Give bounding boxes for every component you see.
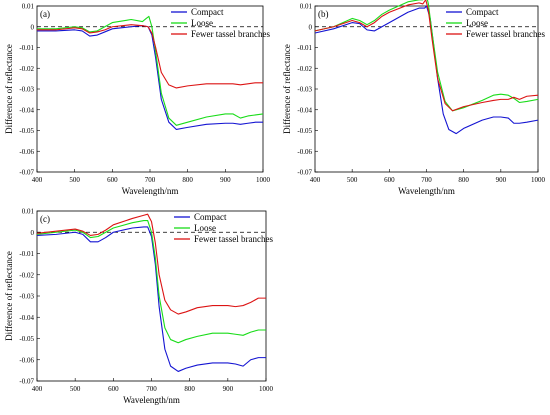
legend-label: Compact: [191, 7, 224, 17]
x-tick-label: 600: [108, 385, 119, 393]
y-tick-label: -0.02: [19, 271, 34, 279]
y-tick-label: -0.01: [19, 250, 34, 258]
y-axis-title: Difference of reflectance: [4, 251, 14, 341]
y-tick-label: -0.03: [19, 86, 34, 94]
x-tick-label: 700: [145, 176, 156, 184]
y-tick-label: 0.01: [300, 3, 313, 11]
x-tick-label: 700: [421, 176, 432, 184]
y-tick-label: -0.02: [19, 65, 34, 73]
x-tick-label: 1000: [256, 176, 271, 184]
legend-label: Fewer tassel branches: [466, 29, 545, 39]
y-tick-label: -0.06: [19, 148, 34, 156]
y-tick-label: -0.03: [19, 293, 34, 301]
y-tick-label: -0.04: [19, 314, 34, 322]
panel-label: (b): [318, 9, 329, 19]
x-tick-label: 1000: [531, 176, 546, 184]
x-tick-label: 900: [220, 176, 231, 184]
y-axis-title: Difference of reflectance: [282, 44, 292, 134]
y-tick-label: 0: [309, 23, 313, 31]
y-tick-label: -0.05: [19, 127, 34, 135]
x-tick-label: 800: [182, 176, 193, 184]
y-axis-title: Difference of reflectance: [4, 44, 14, 134]
x-tick-label: 500: [347, 176, 358, 184]
x-tick-label: 500: [69, 176, 80, 184]
x-axis-title: Wavelength/nm: [398, 186, 455, 196]
legend-label: Compact: [194, 212, 227, 222]
y-tick-label: 0: [31, 23, 35, 31]
y-tick-label: -0.05: [297, 127, 312, 135]
x-tick-label: 600: [107, 176, 118, 184]
legend-label: Compact: [466, 7, 499, 17]
x-axis-title: Wavelength/nm: [123, 395, 180, 405]
x-tick-label: 700: [146, 385, 157, 393]
legend-label: Fewer tassel branches: [191, 29, 270, 39]
series-line-fewer: [314, 0, 539, 112]
x-tick-label: 600: [384, 176, 395, 184]
panel-label: (c): [40, 214, 50, 224]
x-tick-label: 800: [184, 385, 195, 393]
x-tick-label: 400: [32, 385, 43, 393]
x-axis-title: Wavelength/nm: [122, 186, 179, 196]
x-tick-label: 900: [223, 385, 234, 393]
series-line-compact: [314, 5, 539, 135]
chart-panel-1: 400 500 600 700 800 900 1000 0.01 0 -0.01 -0.02 -0.…: [282, 0, 546, 196]
panel-label: (a): [40, 9, 50, 19]
series-line-fewer: [36, 213, 266, 315]
series-line-loose: [36, 220, 266, 344]
y-tick-label: -0.04: [19, 106, 34, 114]
legend-label: Loose: [194, 223, 216, 233]
y-tick-label: -0.01: [19, 44, 34, 52]
x-tick-label: 400: [32, 176, 43, 184]
legend-label: Loose: [466, 18, 488, 28]
chart-panel-0: 400 500 600 700 800 900 1000 0.01 0 -0.01 -0.02 -0.…: [4, 3, 271, 197]
y-tick-label: -0.04: [297, 106, 312, 114]
y-tick-label: 0.01: [22, 3, 35, 11]
y-tick-label: -0.03: [297, 86, 312, 94]
x-tick-label: 500: [70, 385, 81, 393]
series-line-fewer: [37, 24, 263, 89]
y-tick-label: -0.01: [297, 44, 312, 52]
series-line-compact: [37, 25, 263, 131]
chart-panel-2: 400 500 600 700 800 900 1000 0.01 0 -0.01 -0.02 -0.…: [4, 208, 274, 406]
series-line-loose: [314, 0, 539, 112]
x-tick-label: 400: [310, 176, 321, 184]
x-tick-label: 1000: [259, 385, 274, 393]
x-tick-label: 900: [496, 176, 507, 184]
x-tick-label: 800: [458, 176, 469, 184]
series-line-compact: [36, 226, 266, 372]
y-tick-label: -0.07: [19, 378, 34, 386]
y-tick-label: -0.05: [19, 335, 34, 343]
legend-label: Loose: [191, 18, 213, 28]
y-tick-label: 0: [31, 229, 35, 237]
y-tick-label: -0.06: [297, 148, 312, 156]
y-tick-label: -0.02: [297, 65, 312, 73]
series-line-loose: [37, 15, 264, 126]
y-tick-label: 0.01: [22, 208, 35, 216]
legend-label: Fewer tassel branches: [194, 234, 273, 244]
y-tick-label: -0.07: [19, 169, 34, 177]
y-tick-label: -0.07: [297, 169, 312, 177]
y-tick-label: -0.06: [19, 356, 34, 364]
